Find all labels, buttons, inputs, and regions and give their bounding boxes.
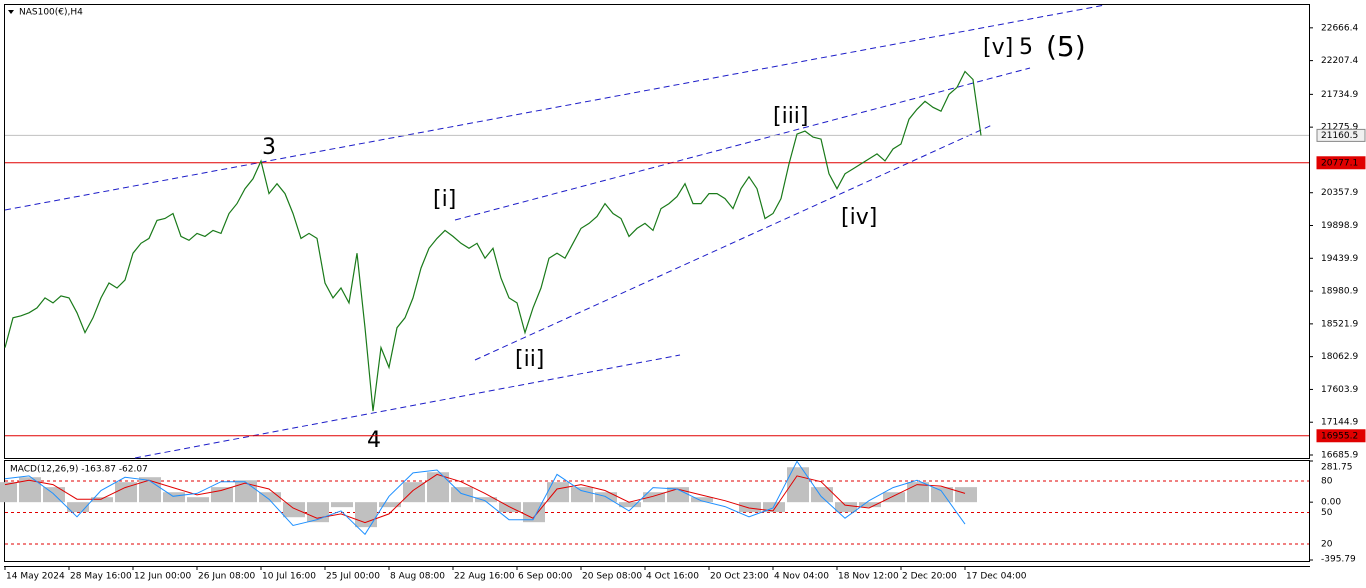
x-tick-label: 14 May 2024 <box>6 572 65 582</box>
x-tick-label: 12 Jun 00:00 <box>134 572 191 582</box>
x-tick-label: 20 Sep 08:00 <box>582 572 642 582</box>
macd-histogram-bar <box>379 502 401 508</box>
macd-y-tick-label: 281.75 <box>1321 463 1353 473</box>
macd-y-tick-label: 0.00 <box>1321 498 1341 508</box>
macd-histogram-bar <box>331 502 353 508</box>
macd-histogram-bar <box>619 502 641 508</box>
x-tick-label: 4 Oct 16:00 <box>646 572 699 582</box>
macd-level-label: 20 <box>1321 540 1333 550</box>
x-tick-label: 25 Jul 00:00 <box>326 572 380 582</box>
y-tick-label: 20357.9 <box>1321 188 1358 198</box>
x-tick-label: 18 Nov 12:00 <box>838 572 899 582</box>
macd-y-tick-label: -395.79 <box>1321 555 1356 565</box>
macd-title: MACD(12,26,9) -163.87 -62.07 <box>10 465 148 475</box>
trend-line <box>454 67 1031 221</box>
macd-histogram-bar <box>19 477 41 503</box>
wave-label: 3 <box>262 135 276 160</box>
y-tick-label: 17603.9 <box>1321 385 1358 395</box>
menu-icon <box>8 10 14 14</box>
y-tick-label: 22207.4 <box>1321 56 1358 66</box>
wave-label: [ii] <box>515 347 544 372</box>
y-tick-label: 17144.9 <box>1321 418 1358 428</box>
y-tick-label: 16685.9 <box>1321 451 1358 461</box>
macd-histogram-bar <box>211 487 233 503</box>
macd-histogram-bar <box>91 497 113 503</box>
x-tick-label: 6 Sep 00:00 <box>518 572 573 582</box>
price-label: 21160.5 <box>1321 131 1358 141</box>
wave-label: 5 <box>1019 35 1033 60</box>
macd-histogram-bar <box>931 487 953 503</box>
macd-histogram-bar <box>163 492 185 503</box>
macd-histogram-bar <box>691 497 713 503</box>
macd-line <box>4 460 966 536</box>
trend-line <box>474 124 993 361</box>
macd-histogram-bar <box>0 482 17 503</box>
macd-histogram-bar <box>283 502 305 518</box>
wave-label: (5) <box>1046 30 1086 63</box>
y-tick-label: 19439.9 <box>1321 254 1358 264</box>
x-tick-label: 28 May 16:00 <box>70 572 132 582</box>
macd-level-label: 80 <box>1321 476 1333 486</box>
price-label: 16955.2 <box>1321 431 1358 441</box>
y-tick-label: 19898.9 <box>1321 221 1358 231</box>
macd-histogram-bar <box>403 482 425 503</box>
macd-histogram-bar <box>859 502 881 508</box>
price-label-box <box>1316 429 1366 443</box>
wave-label: 4 <box>367 428 381 453</box>
macd-histogram-bar <box>571 487 593 503</box>
macd-histogram-bar <box>67 502 89 513</box>
macd-histogram-bar <box>523 502 545 523</box>
x-tick-label: 20 Oct 23:00 <box>710 572 769 582</box>
macd-panel-frame <box>4 460 1310 562</box>
x-tick-label: 4 Nov 04:00 <box>774 572 829 582</box>
x-tick-label: 17 Dec 04:00 <box>966 572 1027 582</box>
y-tick-label: 18062.9 <box>1321 352 1358 362</box>
x-tick-label: 10 Jul 16:00 <box>262 572 316 582</box>
macd-histogram-bar <box>643 492 665 503</box>
wave-label: [iii] <box>773 104 809 129</box>
macd-histogram-bar <box>955 487 977 503</box>
price-panel-frame <box>4 4 1310 459</box>
trend-line <box>4 4 1106 211</box>
macd-histogram-bar <box>811 487 833 503</box>
wave-label: [iv] <box>841 205 877 230</box>
trend-line <box>134 354 681 459</box>
x-tick-label: 26 Jun 08:00 <box>198 572 255 582</box>
x-tick-label: 22 Aug 16:00 <box>454 572 515 582</box>
chart-title: NAS100(€),H4 <box>19 8 83 18</box>
macd-histogram-bar <box>235 480 257 503</box>
macd-histogram-bar <box>355 502 377 528</box>
y-tick-label: 21734.9 <box>1321 90 1358 100</box>
y-tick-label: 18980.9 <box>1321 287 1358 297</box>
macd-level-label: 50 <box>1321 508 1333 518</box>
macd-histogram-bar <box>139 477 161 503</box>
y-tick-label: 21275.9 <box>1321 123 1358 133</box>
x-tick-label: 2 Dec 20:00 <box>902 572 957 582</box>
price-label-box <box>1316 128 1366 142</box>
macd-histogram-bar <box>883 492 905 503</box>
signal-line <box>4 473 966 524</box>
macd-histogram-bar <box>451 487 473 503</box>
macd-histogram-bar <box>787 467 809 503</box>
price-label-box <box>1316 156 1366 170</box>
macd-histogram-bar <box>427 472 449 503</box>
wave-label: [v] <box>983 35 1013 60</box>
x-tick-label: 8 Aug 08:00 <box>390 572 445 582</box>
macd-histogram-bar <box>739 502 761 513</box>
wave-label: [i] <box>433 187 456 212</box>
macd-histogram-bar <box>115 482 137 503</box>
macd-histogram-bar <box>187 497 209 503</box>
y-tick-label: 18521.9 <box>1321 319 1358 329</box>
macd-histogram-bar <box>835 502 857 513</box>
y-tick-label: 22666.4 <box>1321 23 1358 33</box>
price-label: 20777.1 <box>1321 158 1358 168</box>
macd-histogram-bar <box>547 482 569 503</box>
price-line <box>4 70 982 412</box>
macd-histogram-bar <box>259 492 281 503</box>
macd-histogram-bar <box>475 497 497 503</box>
